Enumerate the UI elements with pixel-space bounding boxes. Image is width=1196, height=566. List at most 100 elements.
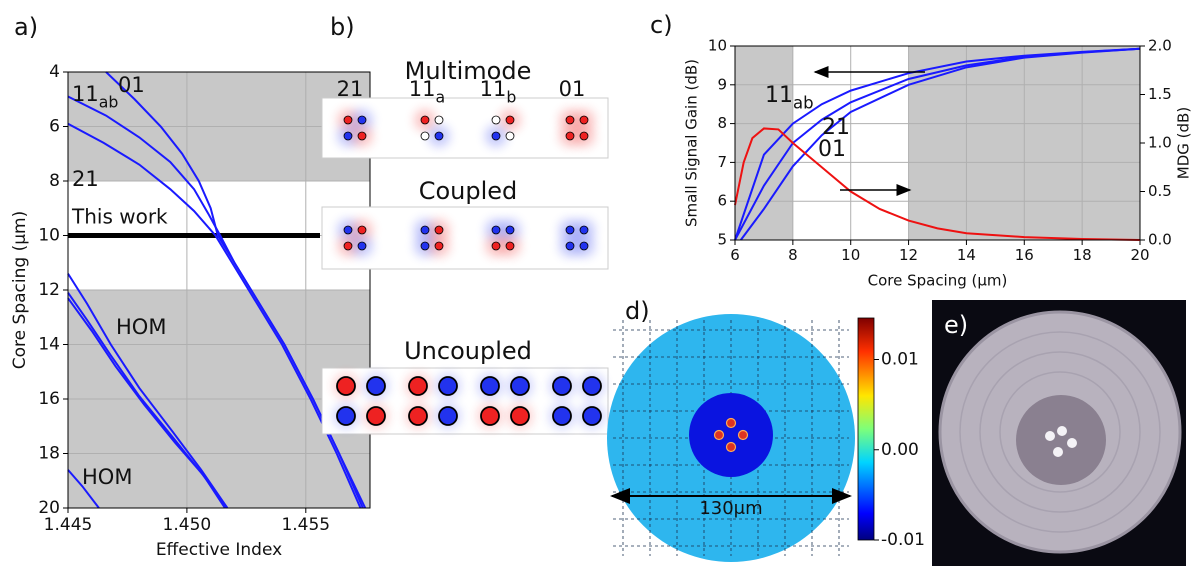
y-axis-label: Small Signal Gain (dB) <box>683 59 701 227</box>
annotation-main: 01 <box>118 73 145 97</box>
y2-tick-label: 0.0 <box>1148 231 1172 249</box>
mode-core <box>492 116 500 124</box>
annotation-main: 01 <box>818 137 846 162</box>
y2-tick-label: 1.0 <box>1148 134 1172 152</box>
mode-core <box>580 226 588 234</box>
x-tick-label: 20 <box>1130 246 1149 264</box>
fiber-core <box>1067 438 1077 448</box>
mode-label-main: 11 <box>480 77 507 101</box>
mode-label: 21 <box>337 77 364 101</box>
core <box>727 443 736 452</box>
annotation-main: 11 <box>72 82 99 106</box>
annotation-sub: ab <box>793 93 814 112</box>
mode-core <box>344 116 352 124</box>
mode-core <box>580 242 588 250</box>
x-tick-label: 1.455 <box>281 515 330 535</box>
annotation: 01 <box>118 73 145 97</box>
group-title: Coupled <box>419 177 518 205</box>
y2-tick-label: 0.5 <box>1148 182 1172 200</box>
annotation-main: HOM <box>116 315 166 339</box>
fiber-core <box>1053 447 1063 457</box>
mode-core <box>344 226 352 234</box>
x-tick-label: 6 <box>730 246 740 264</box>
x-tick-label: 10 <box>841 246 860 264</box>
reference-label: This work <box>71 205 168 229</box>
y2-axis-label: MDG (dB) <box>1175 107 1193 179</box>
mode-core <box>580 116 588 124</box>
mode-core <box>367 377 385 395</box>
mode-core <box>409 377 427 395</box>
colorbar-tick-label: -0.01 <box>881 530 925 550</box>
panel-label: d) <box>625 297 650 325</box>
mode-core <box>583 377 601 395</box>
mode-label-sub: a <box>436 87 446 106</box>
x-tick-label: 18 <box>1073 246 1092 264</box>
fiber-core <box>1057 426 1067 436</box>
mode-label-main: 11 <box>409 77 436 101</box>
y-tick-label: 8 <box>717 114 727 132</box>
x-tick-label: 8 <box>788 246 798 264</box>
core <box>715 431 724 440</box>
colorbar-tick-label: 0.00 <box>881 440 919 460</box>
mode-core <box>367 407 385 425</box>
y-tick-label: 6 <box>717 192 727 210</box>
mode-core <box>435 226 443 234</box>
panel-label: c) <box>650 11 673 39</box>
mode-core <box>492 242 500 250</box>
mode-core <box>358 242 366 250</box>
mode-core <box>566 242 574 250</box>
annotation-main: 11 <box>765 83 793 108</box>
annotation-main: HOM <box>82 465 132 489</box>
mode-core <box>337 377 355 395</box>
mode-core <box>337 407 355 425</box>
mode-core <box>506 116 514 124</box>
core <box>727 419 736 428</box>
mode-label-sub: b <box>506 87 516 106</box>
mode-core <box>421 132 429 140</box>
panel-label: e) <box>944 311 968 339</box>
mode-core <box>439 377 457 395</box>
mode-core <box>358 226 366 234</box>
mode-core <box>439 407 457 425</box>
group-title: Uncoupled <box>404 337 532 365</box>
shaded-region <box>735 46 793 240</box>
y-tick-label: 12 <box>38 280 60 300</box>
mode-core <box>553 377 571 395</box>
mode-core <box>566 132 574 140</box>
mode-core <box>580 132 588 140</box>
fiber-core <box>1045 431 1055 441</box>
mode-core <box>435 132 443 140</box>
mode-core <box>358 132 366 140</box>
mode-label-main: 01 <box>559 77 586 101</box>
y-tick-label: 7 <box>717 153 727 171</box>
annotation: 01 <box>818 137 846 162</box>
mode-core <box>481 377 499 395</box>
fiber-core-region <box>1016 395 1106 485</box>
x-tick-label: 1.450 <box>163 515 212 535</box>
x-tick-label: 12 <box>899 246 918 264</box>
colorbar <box>858 318 874 540</box>
annotation: HOM <box>82 465 132 489</box>
mode-core <box>492 132 500 140</box>
annotation-main: 21 <box>72 167 99 191</box>
annotation-sub: ab <box>99 92 119 111</box>
mode-core <box>435 242 443 250</box>
y2-tick-label: 1.5 <box>1148 85 1172 103</box>
mode-core <box>566 226 574 234</box>
mode-core <box>421 226 429 234</box>
y-tick-label: 9 <box>717 75 727 93</box>
x-tick-label: 14 <box>957 246 976 264</box>
colorbar-tick-label: 0.01 <box>881 350 919 370</box>
core <box>739 431 748 440</box>
mode-label-main: 21 <box>337 77 364 101</box>
y-tick-label: 10 <box>38 226 60 246</box>
mode-core <box>511 407 529 425</box>
mode-core <box>358 116 366 124</box>
mode-core <box>409 407 427 425</box>
x-tick-label: 16 <box>1015 246 1034 264</box>
mode-core <box>492 226 500 234</box>
y2-tick-label: 2.0 <box>1148 37 1172 55</box>
mode-core <box>506 226 514 234</box>
x-axis-label: Core Spacing (μm) <box>868 272 1008 290</box>
mode-core <box>481 407 499 425</box>
